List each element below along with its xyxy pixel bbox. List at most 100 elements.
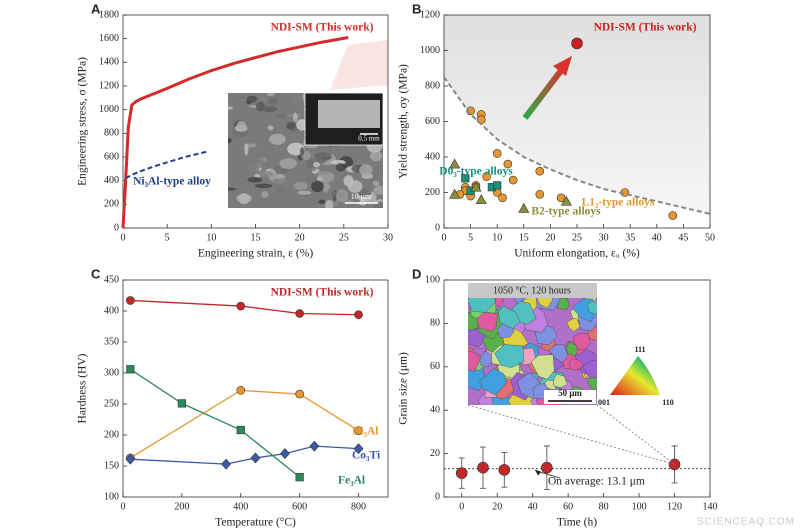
x-tick-label: 15 [251,232,261,243]
y-tick-label: 450 [104,274,119,285]
y-tick-label: 100 [104,491,119,502]
sem-grain [357,189,372,198]
x-tick-label: 800 [351,501,366,512]
grain [468,350,480,372]
marker [221,458,231,470]
sem-grain [373,185,383,195]
marker [535,166,545,176]
sem-grain [228,187,237,191]
y-tick-label: 0 [435,491,440,502]
series-label: Ni₃Al [352,426,378,438]
y-tick-label: 300 [104,367,119,378]
x-axis-label: Temperature (°C) [215,517,296,529]
sem-grain [288,162,294,169]
y-tick-label: 1400 [99,57,119,68]
sem-grain [266,93,275,97]
reference-label: On average: 13.1 μm [548,476,645,488]
panel-label: A [91,1,101,16]
sem-grain [297,190,312,195]
zoom-line [596,404,675,465]
x-tick-label: 20 [492,501,502,512]
series-label: B2-type alloys [531,206,601,218]
sem-grain [306,157,315,170]
grain [494,344,525,368]
inset-label: 001 [598,398,610,407]
y-tick-label: 350 [104,336,119,347]
sem-grain [359,164,373,176]
trend-arrowhead [553,56,572,76]
sem-grain [372,180,380,187]
series-line [121,36,349,229]
series-label: Fe₃Al [338,475,365,487]
sem-grain [335,163,346,172]
marker [125,453,136,465]
x-tick-label: 600 [292,501,307,512]
sem-grain [289,93,302,104]
marker [461,174,470,183]
sem-grain [274,113,288,119]
sem-grain [252,157,265,169]
x-tick-label: 0 [459,501,464,512]
sem-grain [238,193,250,205]
sem-grain [268,97,278,106]
sem-grain [321,180,330,193]
inset-label: 110 [662,398,674,407]
y-tick-label: 600 [104,151,119,162]
marker [518,202,530,213]
sem-grain [310,166,317,172]
y-tick-label: 1200 [420,9,440,20]
y-axis-label: Hardness (HV) [77,353,89,423]
grain [572,333,591,351]
shaded-region [444,15,710,214]
sem-grain [228,106,233,110]
y-tick-label: 1600 [99,33,119,44]
sem-grain [300,147,305,156]
series-line [130,445,359,465]
sem-grain [316,170,330,175]
marker [126,296,135,305]
marker [354,310,363,320]
series-line [130,368,301,478]
sem-grain [336,189,349,202]
y-tick-label: 40 [430,404,440,415]
y-tick-label: 1000 [99,104,119,115]
sem-grain [228,137,232,144]
sem-grain [313,161,320,168]
reference-arrowhead [535,469,541,476]
x-tick-label: 80 [599,501,609,512]
grain [582,359,597,378]
sem-grain [262,106,278,113]
sem-grain [268,133,286,145]
sem-grain [274,173,285,179]
sem-grain [311,180,324,193]
inset-label: 10 μm [351,192,372,201]
marker [498,464,511,476]
marker [535,189,545,199]
y-tick-label: 200 [104,429,119,440]
x-tick-label: 120 [667,501,682,512]
grain [557,298,570,310]
y-axis-label: Engineering stress, σ (MPa) [77,57,89,186]
highlight-fan [330,40,388,90]
y-tick-label: 400 [104,175,119,186]
series-line [130,389,359,459]
y-tick-label: 1000 [420,45,440,56]
marker [475,193,487,204]
x-tick-label: 40 [528,501,538,512]
marker [493,181,502,190]
plot-frame [443,279,711,498]
inset-header [468,283,597,298]
sem-grain [318,199,326,204]
sem-grain [245,182,251,195]
inset-label: 111 [634,345,645,354]
x-tick-label: 140 [703,501,718,512]
marker [508,175,518,185]
x-tick-label: 50 [705,232,715,243]
marker [449,188,461,199]
marker [571,37,583,50]
series-label: NDI-SM (This work) [271,22,374,34]
x-tick-label: 100 [632,501,647,512]
sem-grain [260,97,266,102]
x-tick-label: 40 [652,232,662,243]
marker [470,181,482,192]
